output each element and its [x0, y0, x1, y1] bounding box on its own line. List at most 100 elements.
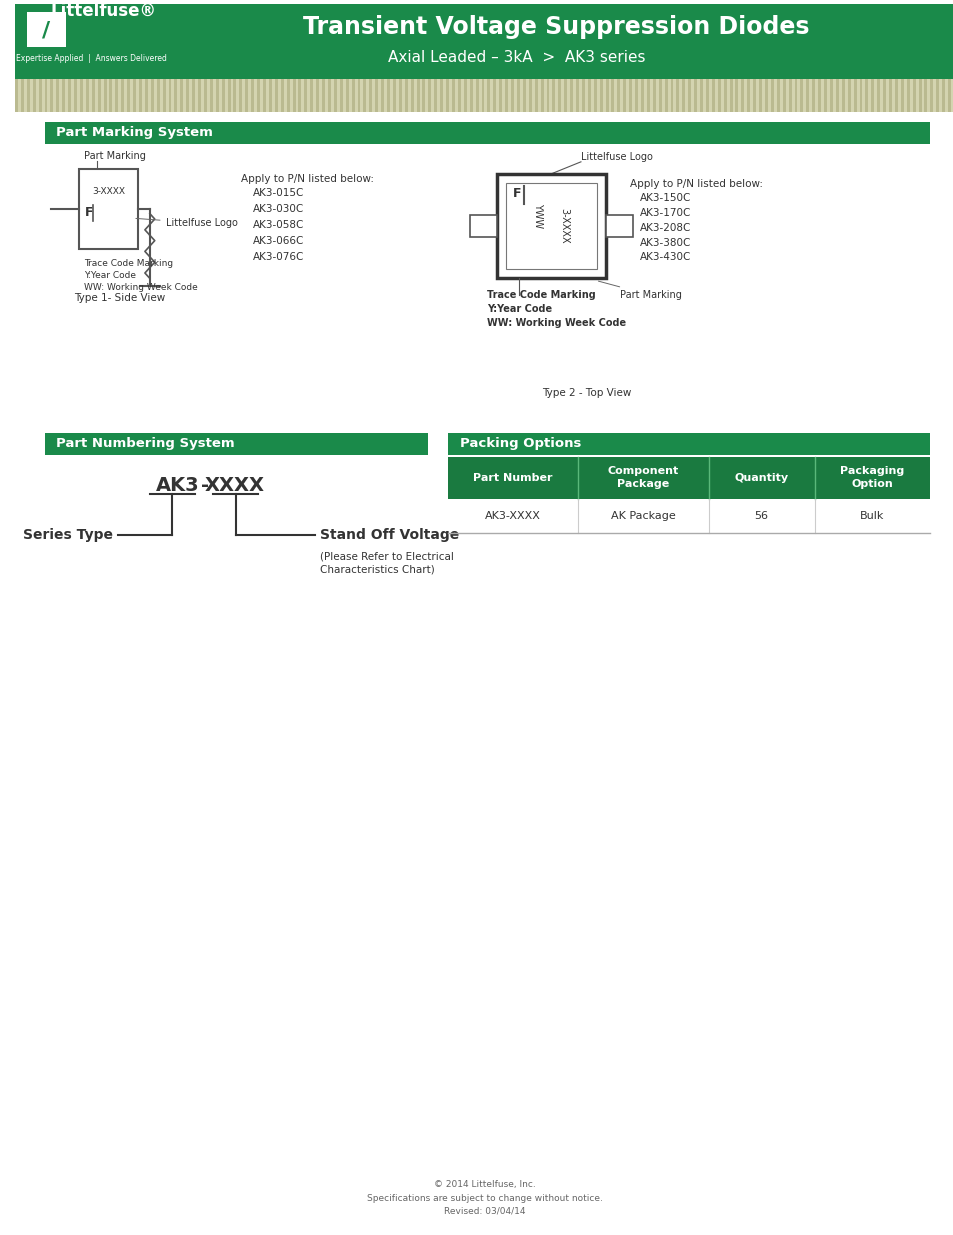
Bar — [45, 122, 929, 144]
Bar — [422, 79, 425, 112]
Bar — [652, 79, 655, 112]
Bar — [711, 79, 714, 112]
Text: Littelfuse®: Littelfuse® — [51, 1, 156, 20]
Text: AK3-380C: AK3-380C — [639, 237, 691, 247]
Bar — [38, 79, 42, 112]
Bar — [104, 79, 107, 112]
Bar — [62, 79, 65, 112]
Bar — [487, 79, 490, 112]
Bar — [27, 79, 30, 112]
Text: AK3-066C: AK3-066C — [253, 236, 304, 246]
Text: Part Numbering System: Part Numbering System — [56, 437, 234, 451]
Bar — [151, 79, 153, 112]
Bar — [900, 79, 902, 112]
Bar — [86, 79, 89, 112]
Bar — [434, 79, 436, 112]
Bar — [552, 79, 555, 112]
Bar — [45, 432, 428, 454]
Text: Stand Off Voltage: Stand Off Voltage — [320, 529, 459, 542]
Bar — [611, 79, 614, 112]
Bar — [322, 79, 325, 112]
Text: Component
Package: Component Package — [607, 467, 679, 489]
Text: AK3-208C: AK3-208C — [639, 222, 691, 232]
Bar — [145, 79, 148, 112]
Bar — [97, 79, 100, 112]
Bar — [27, 12, 66, 47]
Text: AK3-150C: AK3-150C — [639, 193, 691, 203]
Bar — [617, 79, 619, 112]
Bar — [870, 79, 873, 112]
Bar — [274, 79, 277, 112]
Bar — [570, 79, 573, 112]
Bar — [700, 79, 702, 112]
Bar — [476, 79, 478, 112]
Bar — [505, 79, 508, 112]
Bar — [139, 79, 142, 112]
Bar — [497, 174, 605, 278]
Text: AK3-030C: AK3-030C — [253, 204, 304, 214]
Bar — [286, 79, 290, 112]
Bar — [746, 79, 749, 112]
Bar — [448, 499, 929, 534]
Bar — [905, 79, 909, 112]
Bar — [410, 79, 414, 112]
Bar — [635, 79, 638, 112]
Bar — [186, 79, 189, 112]
Text: AK3-XXXX: AK3-XXXX — [485, 511, 540, 521]
Bar — [68, 79, 71, 112]
Bar — [469, 79, 472, 112]
Bar — [204, 79, 207, 112]
Bar — [115, 79, 118, 112]
Bar — [847, 79, 850, 112]
Bar — [540, 79, 543, 112]
Bar — [947, 79, 950, 112]
Bar — [375, 79, 377, 112]
Text: AK Package: AK Package — [610, 511, 675, 521]
Bar — [192, 79, 195, 112]
Bar — [694, 79, 697, 112]
Text: Part Number: Part Number — [473, 473, 553, 483]
Bar — [776, 79, 779, 112]
Bar — [664, 79, 667, 112]
Bar — [599, 79, 602, 112]
Bar — [481, 79, 484, 112]
Text: AK3-015C: AK3-015C — [253, 188, 304, 198]
Bar — [416, 79, 419, 112]
Bar — [381, 79, 384, 112]
Bar — [729, 79, 732, 112]
Bar — [127, 79, 130, 112]
Bar — [498, 79, 501, 112]
Bar — [448, 432, 929, 454]
Text: Axial Leaded – 3kA  >  AK3 series: Axial Leaded – 3kA > AK3 series — [388, 49, 645, 64]
Bar — [345, 79, 348, 112]
Bar — [558, 79, 560, 112]
Bar — [21, 79, 24, 112]
Bar — [534, 79, 537, 112]
Bar — [228, 79, 231, 112]
Text: Quantity: Quantity — [734, 473, 788, 483]
Bar — [210, 79, 213, 112]
Bar — [705, 79, 708, 112]
Bar — [80, 79, 83, 112]
Bar — [805, 79, 808, 112]
Text: Littelfuse Logo: Littelfuse Logo — [135, 219, 237, 228]
Bar — [121, 79, 124, 112]
Text: AK3-076C: AK3-076C — [253, 252, 304, 262]
Bar — [942, 79, 944, 112]
Text: XXXX: XXXX — [204, 475, 264, 495]
Text: Apply to P/N listed below:: Apply to P/N listed below: — [241, 174, 374, 184]
Bar — [393, 79, 395, 112]
Bar — [877, 79, 880, 112]
Text: AK3-430C: AK3-430C — [639, 252, 691, 263]
Bar — [363, 79, 366, 112]
Bar — [717, 79, 720, 112]
Bar — [823, 79, 826, 112]
Bar — [263, 79, 266, 112]
Bar — [180, 79, 183, 112]
Bar — [835, 79, 838, 112]
Bar — [448, 457, 929, 499]
Bar — [800, 79, 802, 112]
Bar — [593, 79, 596, 112]
Bar — [15, 79, 18, 112]
Bar — [687, 79, 691, 112]
